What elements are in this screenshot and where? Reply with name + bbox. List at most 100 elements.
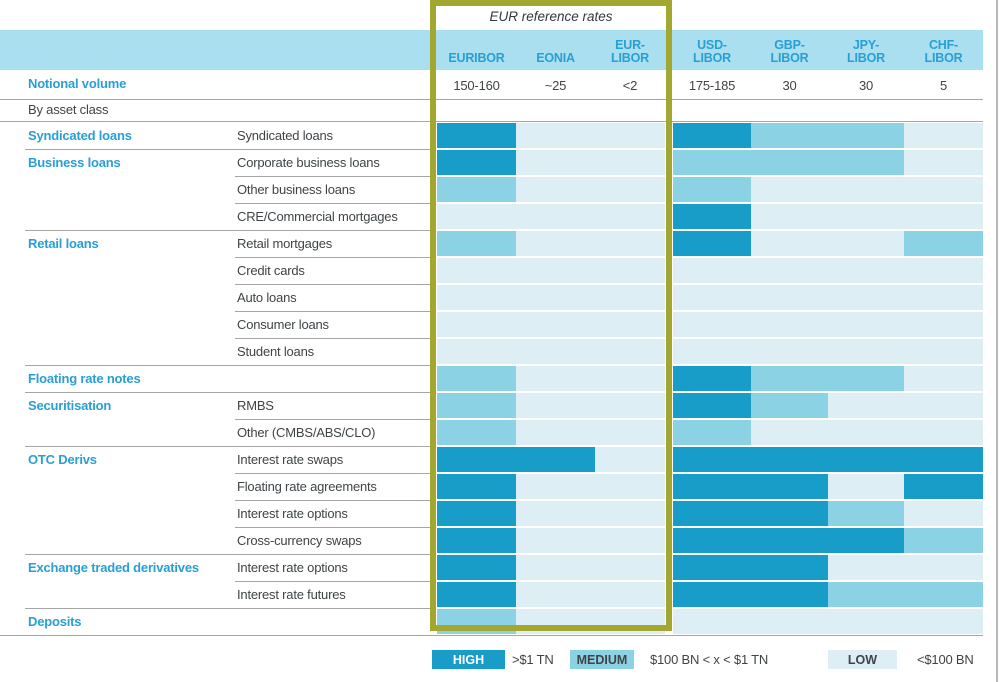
heatmap-cell [437,609,516,634]
group-label: Deposits [28,614,81,629]
legend-chip-medium: MEDIUM [570,650,634,669]
heatmap-cell [516,312,595,337]
column-header-usd-libor: USD- LIBOR [673,30,751,70]
heatmap-cell [904,447,983,472]
heatmap-cell [751,393,828,418]
heatmap-cell [437,123,516,148]
heatmap-cell [673,231,751,256]
row-label: Auto loans [237,290,296,305]
heatmap-cell [595,474,665,499]
heatmap-cell [904,501,983,526]
heatmap-cell [751,312,828,337]
heatmap-cell [516,285,595,310]
row-label: Interest rate options [237,560,348,575]
heatmap-cell [904,582,983,607]
notional-volume-value: 150-160 [437,71,516,99]
heatmap-cell [751,528,828,553]
heatmap-cell [595,339,665,364]
heatmap-cell [751,447,828,472]
heatmap-cell [437,366,516,391]
heatmap-cell [595,150,665,175]
heatmap-cell [516,231,595,256]
heatmap-cell [904,312,983,337]
heatmap-cell [516,528,595,553]
heatmap-cell [828,474,904,499]
row-separator-line [235,419,430,420]
heatmap-cell [751,123,828,148]
heatmap-cell [673,528,751,553]
row-separator-line [235,527,430,528]
heatmap-cell [828,177,904,202]
row-label: Cross-currency swaps [237,533,362,548]
divider-under-notional [0,99,983,100]
group-separator-line [25,446,430,447]
heatmap-cell [516,339,595,364]
heatmap-cell [516,447,595,472]
heatmap-cell [595,609,665,634]
heatmap-cell [904,555,983,580]
column-header-eonia: EONIA [516,30,595,70]
heatmap-cell [595,258,665,283]
heatmap-cell [904,393,983,418]
heatmap-cell [516,474,595,499]
legend-chip-low: LOW [828,650,897,669]
heatmap-cell [751,177,828,202]
group-label: Securitisation [28,398,111,413]
heatmap-cell [516,366,595,391]
heatmap-cell [828,204,904,229]
heatmap-cell [751,231,828,256]
legend-desc-low: <$100 BN [917,652,974,667]
heatmap-cell [437,312,516,337]
heatmap-cell [437,474,516,499]
heatmap-cell [828,582,904,607]
group-label: OTC Derivs [28,452,97,467]
heatmap-cell [673,555,751,580]
by-asset-class-label: By asset class [28,102,108,117]
notional-volume-value: 30 [828,71,904,99]
divider-bottom [0,635,983,636]
row-label: CRE/Commercial mortgages [237,209,398,224]
heatmap-cell [673,258,751,283]
heatmap-cell [751,420,828,445]
heatmap-cell [595,393,665,418]
group-separator-line [25,230,430,231]
row-separator-line [235,203,430,204]
group-label: Retail loans [28,236,99,251]
heatmap-cell [437,555,516,580]
heatmap-cell [673,420,751,445]
row-label: Credit cards [237,263,305,278]
heatmap-cell [595,420,665,445]
row-separator-line [235,176,430,177]
heatmap-cell [516,420,595,445]
group-label: Floating rate notes [28,371,141,386]
heatmap-cell [437,285,516,310]
heatmap-cell [673,312,751,337]
heatmap-cell [828,123,904,148]
column-header-gbp-libor: GBP- LIBOR [751,30,828,70]
notional-volume-label: Notional volume [28,76,126,91]
heatmap-cell [828,420,904,445]
legend-chip-high: HIGH [432,650,505,669]
group-separator-line [25,608,430,609]
heatmap-cell [437,447,516,472]
row-label: Interest rate swaps [237,452,343,467]
legend-chip-low-label: LOW [848,653,877,667]
heatmap-cell [751,258,828,283]
row-label: Floating rate agreements [237,479,377,494]
row-label: Student loans [237,344,314,359]
heatmap-cell [673,366,751,391]
row-separator-line [235,257,430,258]
heatmap-cell [437,339,516,364]
heatmap-cell [516,609,595,634]
notional-volume-value: 30 [751,71,828,99]
heatmap-cell [437,258,516,283]
heatmap-cell [904,123,983,148]
heatmap-cell [595,447,665,472]
heatmap-cell [437,393,516,418]
heatmap-cell [437,177,516,202]
heatmap-cell [904,609,983,634]
notional-volume-value: 175-185 [673,71,751,99]
heatmap-cell [904,528,983,553]
heatmap-cell [516,177,595,202]
notional-volume-value: 5 [904,71,983,99]
